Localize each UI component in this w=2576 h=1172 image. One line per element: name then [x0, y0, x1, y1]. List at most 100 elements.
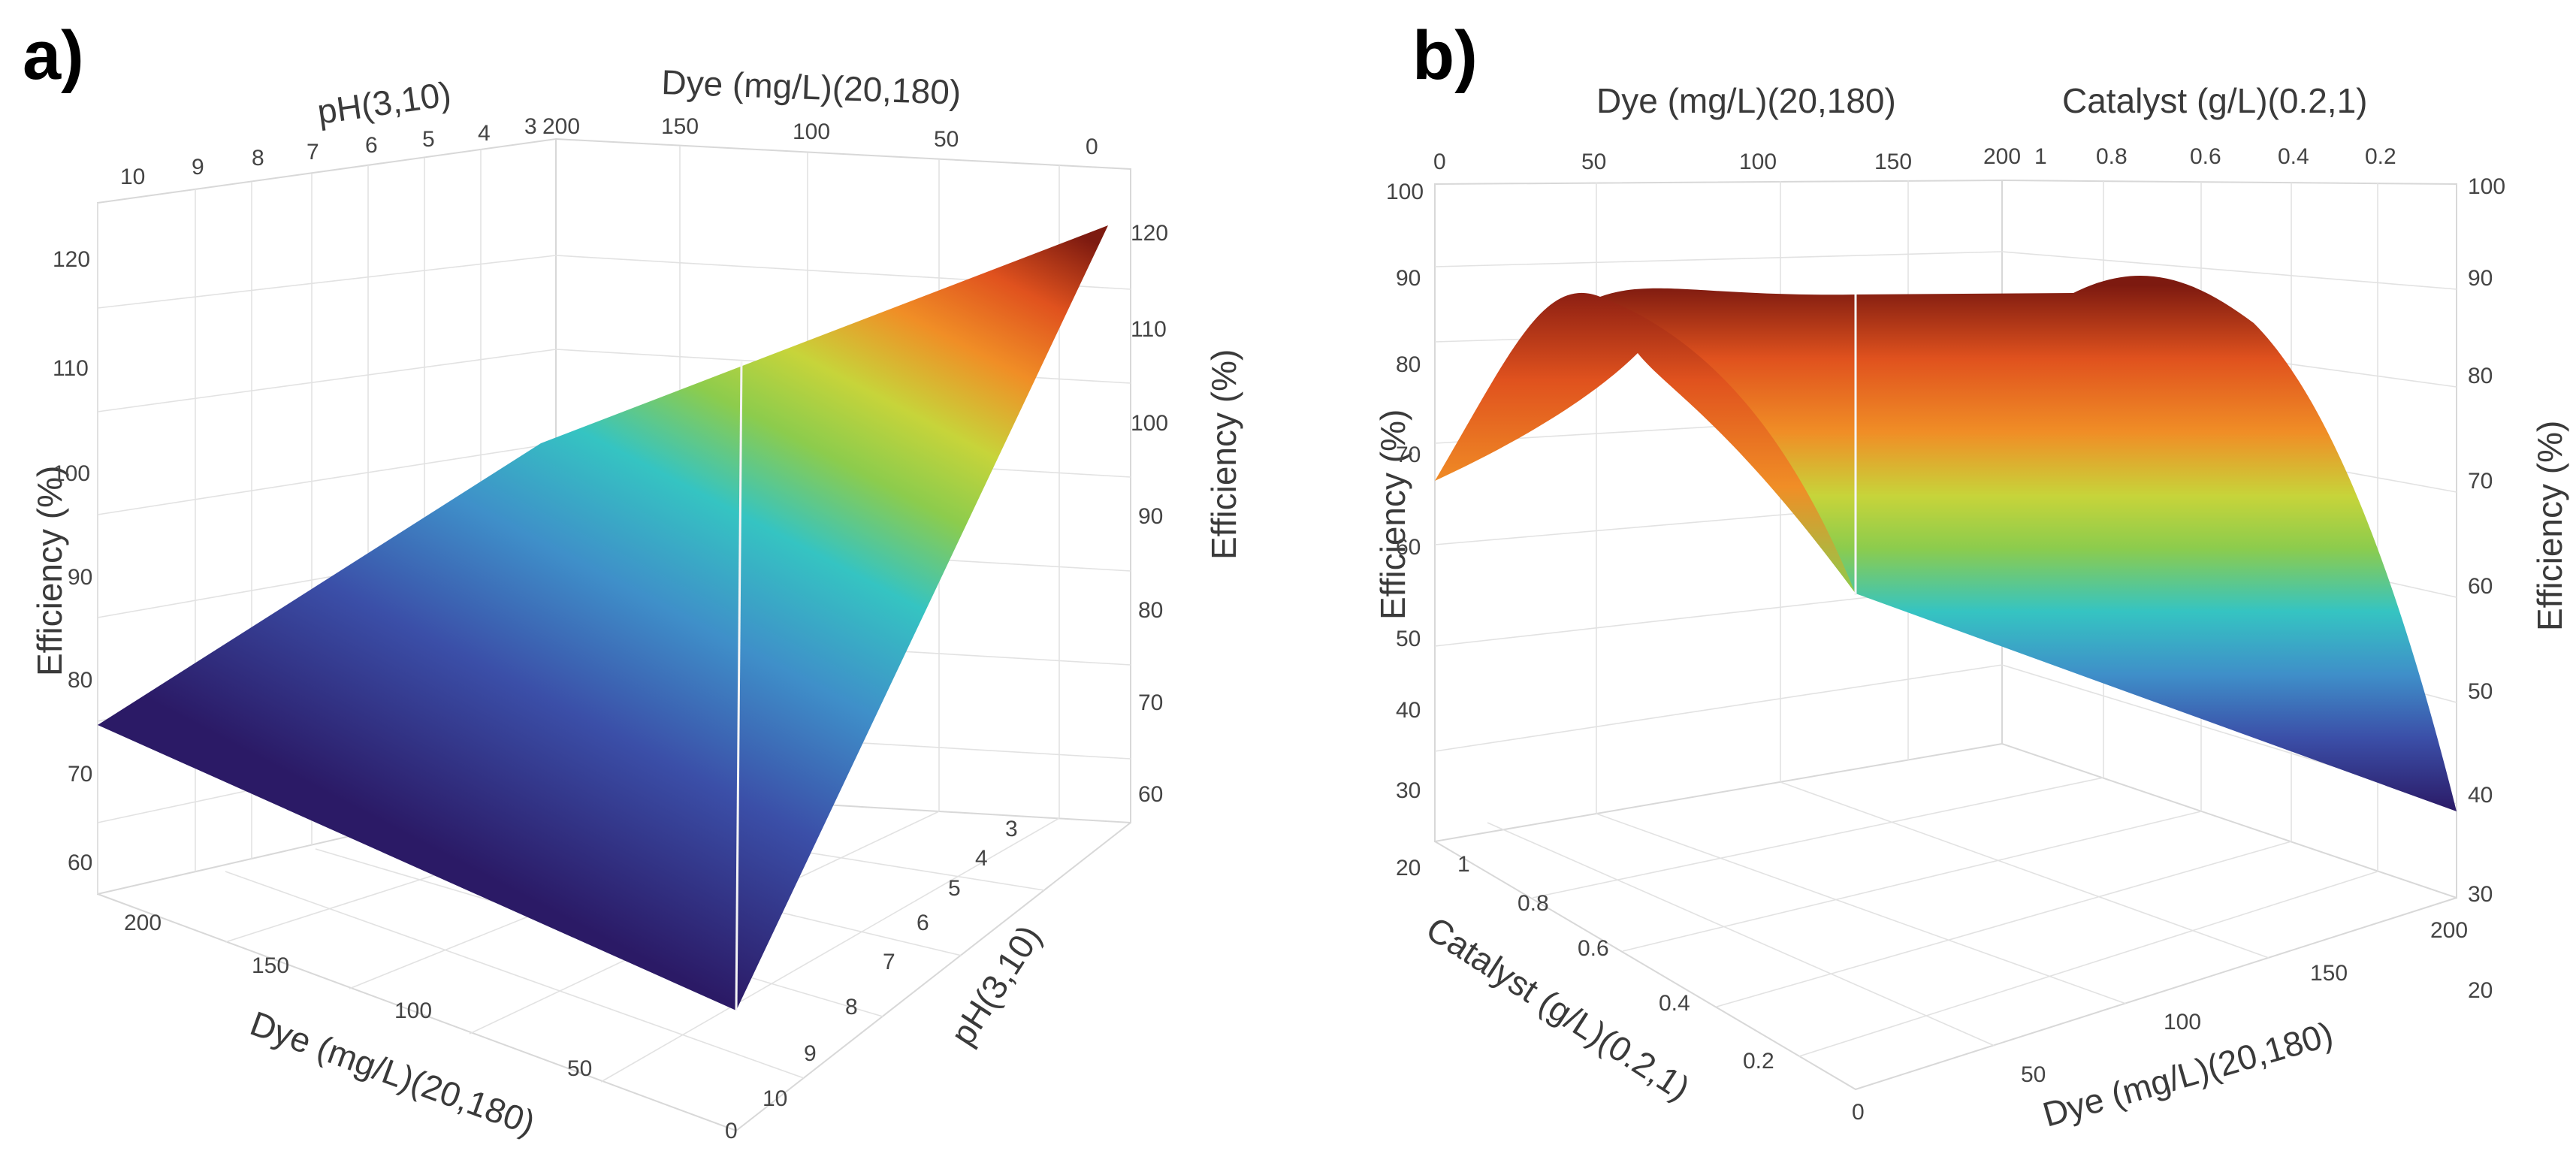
- panel-a-ph-axis-bottom-title: pH(3,10): [943, 918, 1049, 1052]
- panel-b-tick-top-catalyst-0.8: 0.8: [2096, 144, 2128, 169]
- panel-b-tick-right-90: 90: [2468, 266, 2493, 291]
- panel-b-efficiency-axis-right-title: Efficiency (%): [2530, 421, 2569, 631]
- panel-a-tick-bottom-ph-4: 4: [975, 846, 988, 871]
- panel-a-efficiency-axis-right-title: Efficiency (%): [1204, 349, 1243, 560]
- panel-b-tick-bottom-dye-150: 150: [2310, 961, 2348, 986]
- panel-a-tick-top-ph-8: 8: [252, 146, 264, 171]
- panel-a-tick-right-70: 70: [1138, 690, 1163, 715]
- panel-a-bottom-dye-ticks: 200 150 100 50 0: [124, 911, 738, 1143]
- panel-a-tick-right-120: 120: [1131, 221, 1168, 246]
- panel-b-tick-right-50: 50: [2468, 679, 2493, 704]
- panel-a-tick-top-dye-0: 0: [1086, 134, 1098, 159]
- panel-a-tick-bottom-ph-3: 3: [1005, 817, 1018, 841]
- panel-b-back-wall-right: [2001, 180, 2457, 899]
- panel-b-catalyst-axis-top-title: Catalyst (g/L)(0.2,1): [2062, 81, 2367, 120]
- panel-a-tick-top-ph-7: 7: [307, 140, 319, 165]
- panel-b-tick-bottom-dye-50: 50: [2021, 1062, 2046, 1087]
- panel-a-tick-bottom-dye-100: 100: [394, 998, 432, 1023]
- panel-b-tick-top-dye-150: 150: [1874, 150, 1912, 174]
- panel-a-dye-axis-top-title: Dye (mg/L)(20,180): [661, 62, 962, 112]
- panel-a-tick-bottom-ph-8: 8: [845, 995, 858, 1019]
- panel-a-tick-left-70: 70: [68, 762, 92, 787]
- panel-b-tick-bottom-catalyst-0.2: 0.2: [1743, 1049, 1774, 1074]
- panel-b-tick-top-dye-200: 200: [1983, 144, 2021, 169]
- panel-a-tick-right-60: 60: [1138, 782, 1163, 807]
- panel-a-top-dye-ticks: 200 150 100 50 0: [542, 114, 1098, 159]
- panel-a-tick-left-100: 100: [53, 461, 90, 486]
- panel-b-tick-bottom-catalyst-1: 1: [1457, 852, 1470, 877]
- panel-b-tick-bottom-dye-200: 200: [2430, 918, 2468, 943]
- panel-a-tick-right-100: 100: [1131, 411, 1168, 436]
- panel-a-tick-top-dye-50: 50: [934, 127, 959, 152]
- panel-a-tick-top-ph-4: 4: [478, 121, 491, 146]
- panel-b-tick-top-dye-100: 100: [1739, 150, 1777, 174]
- panel-b-dye-axis-top-title: Dye (mg/L)(20,180): [1596, 81, 1896, 120]
- panel-a-tick-bottom-dye-50: 50: [567, 1056, 592, 1081]
- panel-b-tick-left-70: 70: [1396, 443, 1421, 467]
- panel-b-tick-right-70: 70: [2468, 469, 2493, 494]
- panel-a-tick-bottom-dye-0: 0: [725, 1119, 738, 1143]
- panel-b-tick-top-catalyst-0.4: 0.4: [2278, 144, 2309, 169]
- panel-b-tick-bottom-catalyst-0.6: 0.6: [1578, 936, 1609, 961]
- panel-a-left-efficiency-ticks: 120 110 100 90 80 70 60: [53, 247, 92, 875]
- panel-b-floor: [1434, 841, 2457, 1091]
- panel-a-tick-top-dye-200: 200: [542, 114, 580, 139]
- panel-a: a): [23, 17, 1243, 1143]
- panel-a-tick-top-ph-6: 6: [365, 133, 378, 158]
- panel-b-label: b): [1412, 17, 1478, 94]
- panel-a-response-surface: [98, 225, 1108, 1010]
- panel-b-tick-bottom-catalyst-0.8: 0.8: [1518, 891, 1549, 916]
- panel-a-tick-left-90: 90: [68, 565, 92, 590]
- panel-a-tick-top-ph-9: 9: [192, 155, 204, 180]
- panel-b-tick-right-60: 60: [2468, 574, 2493, 599]
- panel-b-bottom-dye-ticks: 50 100 150 200: [2021, 918, 2468, 1087]
- panel-b-tick-top-catalyst-0.6: 0.6: [2190, 144, 2221, 169]
- panel-a-dye-axis-bottom-title: Dye (mg/L)(20,180): [246, 1004, 541, 1143]
- panel-a-tick-right-110: 110: [1131, 317, 1167, 342]
- panel-b-tick-left-20: 20: [1396, 856, 1421, 881]
- panel-b: b): [1373, 17, 2569, 1134]
- panel-a-tick-bottom-ph-5: 5: [948, 876, 961, 901]
- panel-a-tick-bottom-ph-10: 10: [763, 1086, 787, 1111]
- panel-a-bottom-ph-ticks: 10 9 8 7 6 5 4 3: [763, 817, 1018, 1111]
- panel-b-tick-top-dye-0: 0: [1433, 150, 1446, 174]
- panel-b-tick-left-50: 50: [1396, 627, 1421, 651]
- panel-a-ph-axis-top-title: pH(3,10): [315, 74, 453, 131]
- panel-a-tick-top-ph-10: 10: [120, 165, 145, 189]
- panel-a-tick-left-120: 120: [53, 247, 90, 272]
- panel-a-tick-bottom-ph-9: 9: [804, 1041, 817, 1066]
- panel-a-top-ph-ticks: 10 9 8 7 6 5 4 3: [120, 114, 537, 189]
- panel-b-tick-right-40: 40: [2468, 783, 2493, 808]
- panel-b-tick-right-100: 100: [2468, 174, 2505, 199]
- panel-b-top-catalyst-ticks: 1 0.8 0.6 0.4 0.2: [2034, 144, 2396, 169]
- panel-b-tick-right-80: 80: [2468, 364, 2493, 388]
- panel-b-bottom-catalyst-ticks: 1 0.8 0.6 0.4 0.2 0: [1457, 852, 1865, 1125]
- panel-a-tick-bottom-ph-7: 7: [883, 950, 895, 974]
- panel-b-tick-top-catalyst-0.2: 0.2: [2365, 144, 2396, 169]
- panel-b-right-efficiency-ticks: 100 90 80 70 60 50 40 30 20: [2468, 174, 2505, 1003]
- panel-a-efficiency-axis-left-title: Efficiency (%): [30, 466, 69, 676]
- panel-b-tick-left-90: 90: [1396, 266, 1421, 291]
- panel-b-tick-left-100: 100: [1386, 180, 1424, 204]
- panel-a-tick-top-ph-3: 3: [524, 114, 537, 139]
- panel-a-tick-bottom-ph-6: 6: [917, 911, 929, 935]
- panel-a-tick-right-90: 90: [1138, 504, 1163, 529]
- panel-b-tick-bottom-catalyst-0: 0: [1852, 1100, 1865, 1125]
- panel-b-top-dye-ticks: 0 50 100 150 200: [1433, 144, 2021, 174]
- panel-a-tick-left-110: 110: [53, 356, 89, 381]
- panel-b-response-surface-front: [1600, 275, 2457, 812]
- panel-b-left-efficiency-ticks: 100 90 80 70 60 50 40 30 20: [1386, 180, 1424, 881]
- panel-a-right-efficiency-ticks: 120 110 100 90 80 70 60: [1131, 221, 1168, 807]
- panel-a-tick-top-dye-150: 150: [661, 114, 699, 139]
- panel-b-tick-left-60: 60: [1396, 535, 1421, 560]
- panel-b-catalyst-axis-bottom-title: Catalyst (g/L)(0.2,1): [1420, 909, 1697, 1108]
- panel-b-tick-top-catalyst-1: 1: [2034, 144, 2047, 169]
- panel-b-tick-left-30: 30: [1396, 778, 1421, 803]
- panel-a-surface-edge: [735, 360, 743, 1011]
- panel-a-floor: [97, 822, 1131, 1132]
- panel-a-tick-left-60: 60: [68, 850, 92, 875]
- panel-b-tick-left-40: 40: [1396, 698, 1421, 723]
- panel-b-tick-top-dye-50: 50: [1581, 150, 1606, 174]
- panel-a-tick-right-80: 80: [1138, 598, 1163, 623]
